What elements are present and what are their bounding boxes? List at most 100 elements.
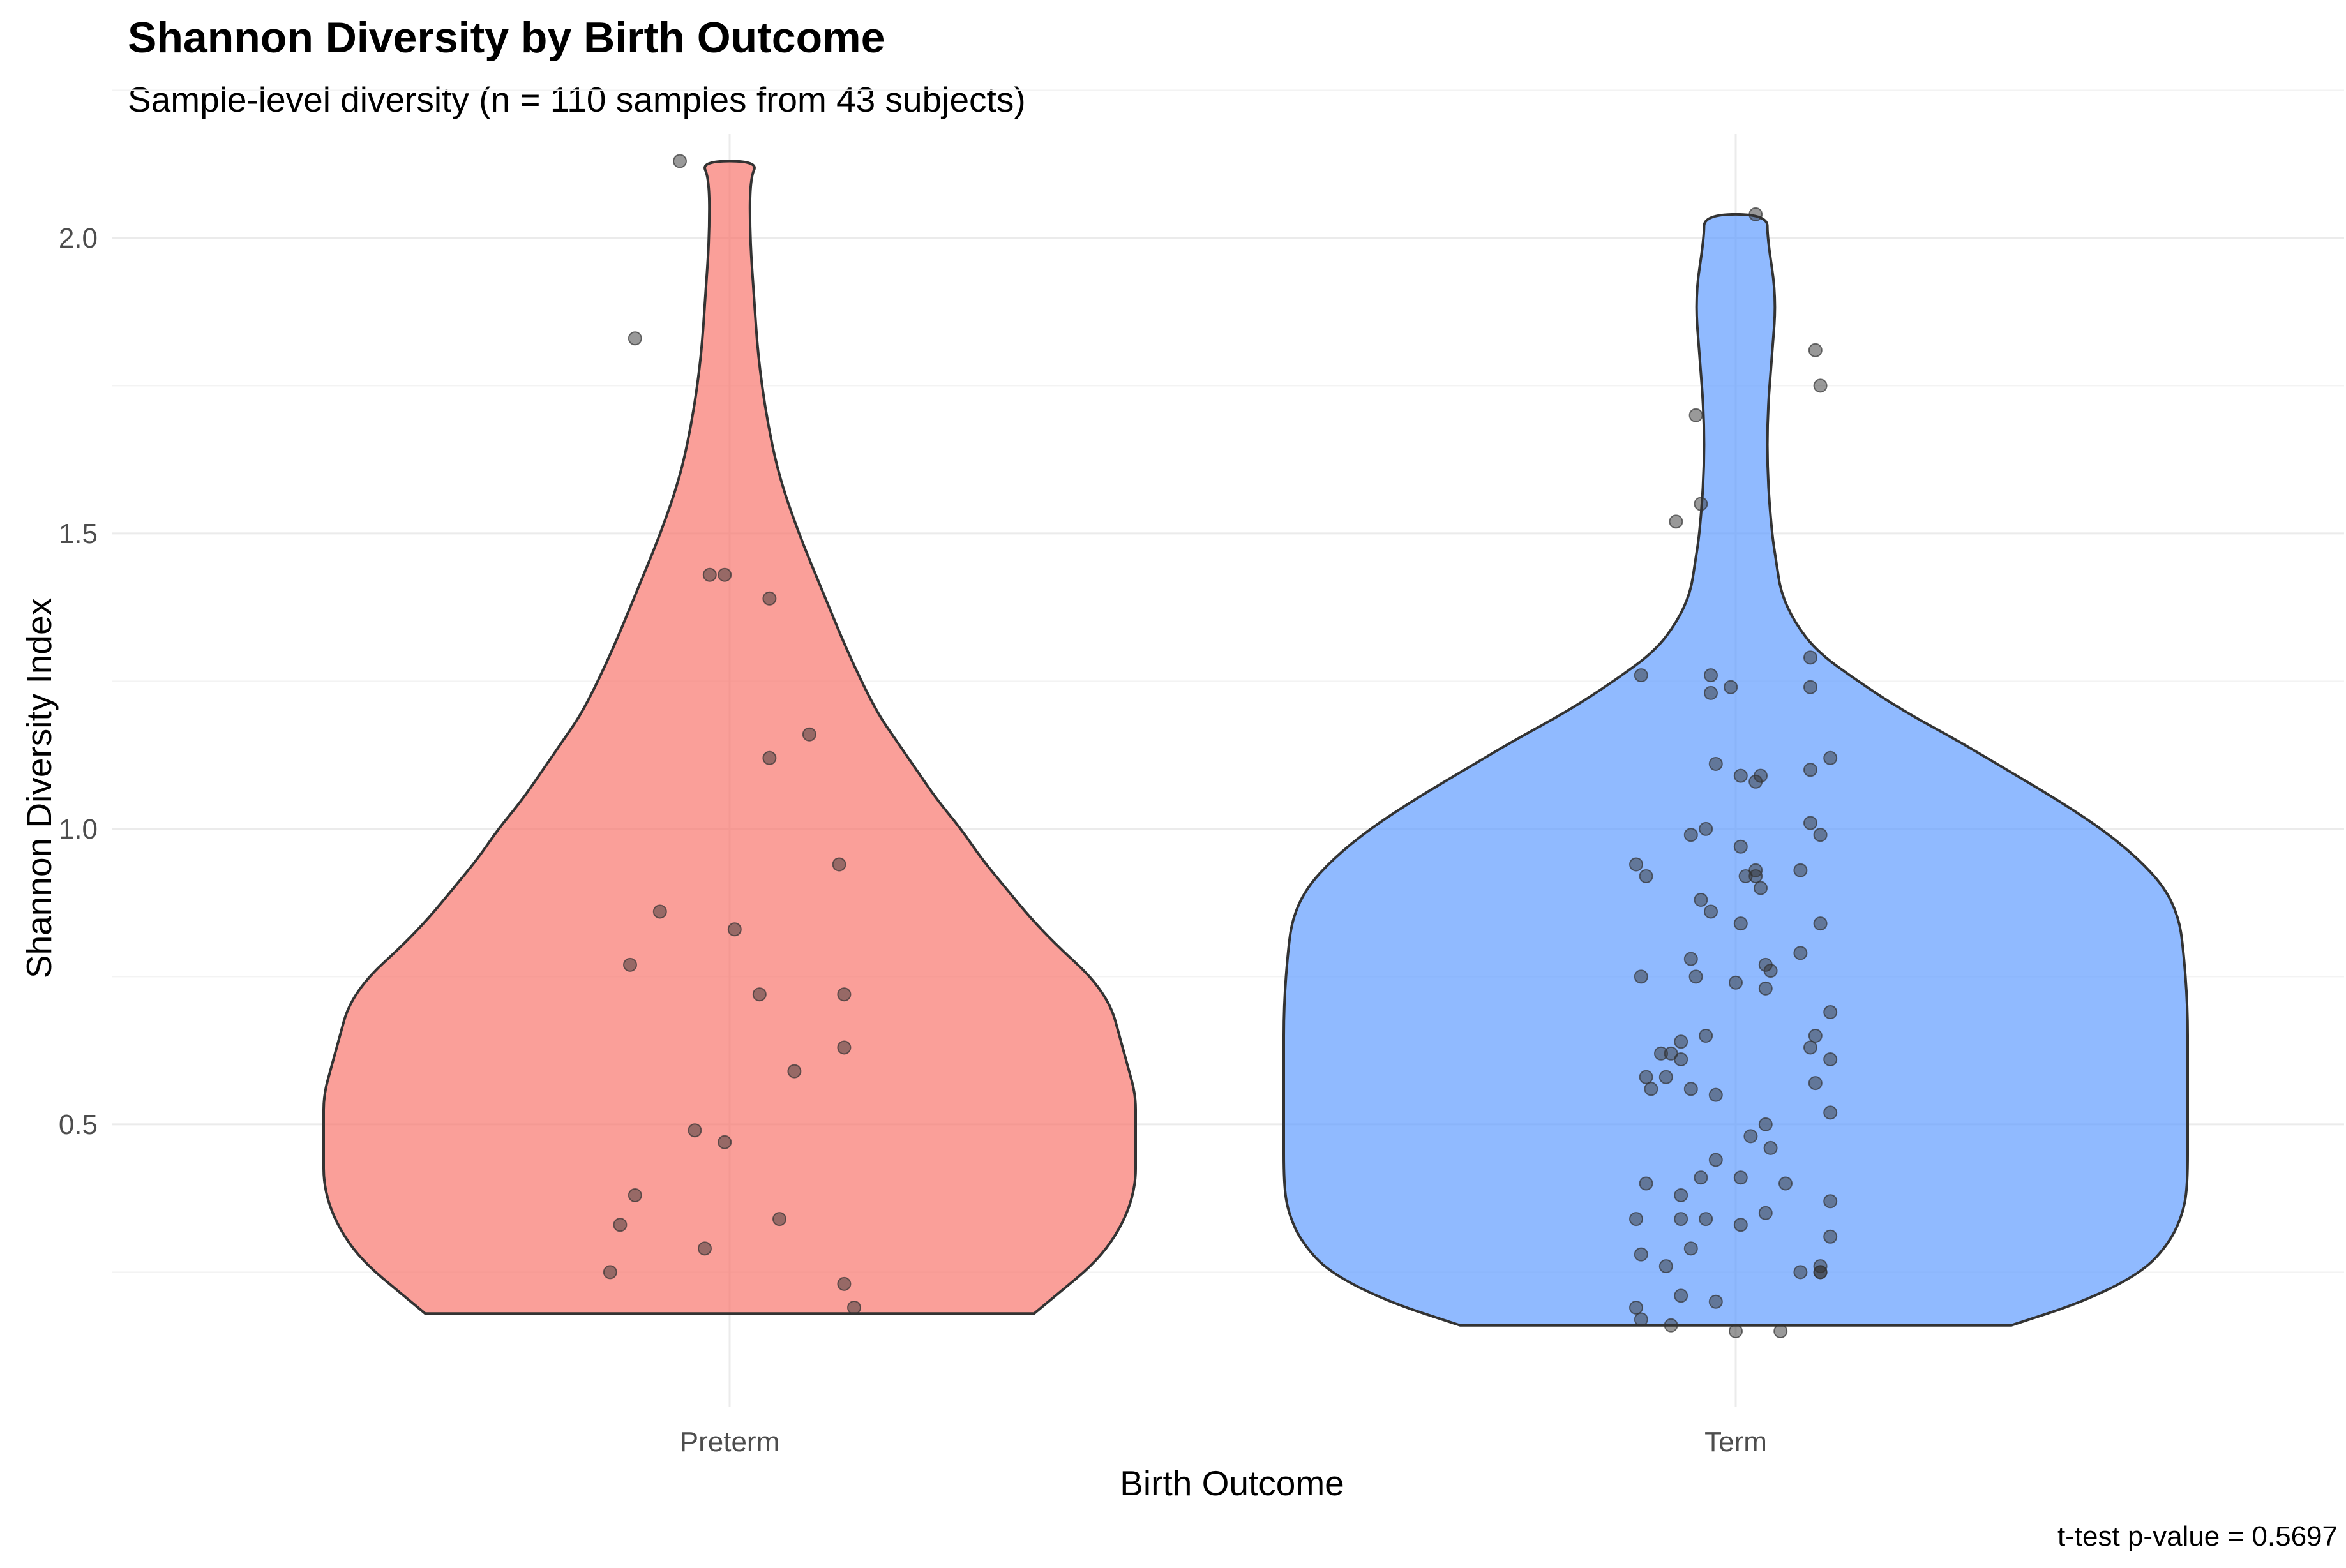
point-preterm [802, 727, 816, 742]
point-preterm [837, 987, 852, 1002]
point-term [1803, 1040, 1817, 1055]
point-term [1683, 952, 1698, 966]
point-term [1639, 1070, 1653, 1084]
point-term [1708, 1153, 1723, 1167]
point-term [1758, 1117, 1773, 1131]
violins [322, 160, 2190, 1327]
point-term [1823, 750, 1838, 765]
violin-term [1282, 213, 2190, 1327]
point-term [1823, 1005, 1838, 1019]
chart-title: Shannon Diversity by Birth Outcome [128, 13, 885, 62]
point-term [1634, 668, 1648, 683]
point-term [1748, 207, 1763, 221]
p-value-caption: t-test p-value = 0.5697 [2057, 1521, 2338, 1552]
point-term [1823, 1194, 1838, 1209]
point-preterm [837, 1276, 852, 1291]
point-term [1683, 828, 1698, 842]
x-axis-ticks: Preterm Term [680, 1426, 1767, 1458]
point-term [1808, 1029, 1823, 1043]
point-term [1778, 1176, 1793, 1191]
point-term [1793, 863, 1808, 877]
point-term [1683, 1082, 1698, 1096]
point-term [1699, 821, 1713, 836]
y-axis-ticks: 0.5 1.0 1.5 2.0 [59, 223, 98, 1140]
point-preterm [772, 1212, 786, 1227]
point-preterm [832, 857, 846, 872]
point-term [1763, 964, 1778, 978]
point-term [1694, 1170, 1708, 1185]
point-term [1813, 378, 1828, 393]
point-term [1823, 1052, 1838, 1066]
point-term [1813, 828, 1828, 842]
point-term [1639, 1176, 1653, 1191]
point-preterm [727, 922, 742, 937]
point-term [1754, 768, 1768, 783]
point-term [1629, 1212, 1643, 1227]
point-term [1699, 1029, 1713, 1043]
point-term [1658, 1259, 1673, 1274]
point-preterm [623, 957, 637, 972]
point-term [1704, 685, 1718, 700]
point-preterm [652, 904, 667, 919]
point-term [1793, 1265, 1808, 1280]
point-term [1773, 1324, 1788, 1338]
point-preterm [673, 154, 687, 168]
point-term [1639, 869, 1653, 883]
y-tick-label: 0.5 [59, 1109, 98, 1140]
point-preterm [628, 331, 642, 346]
point-preterm [847, 1301, 861, 1315]
point-term [1793, 946, 1808, 960]
point-preterm [603, 1265, 617, 1280]
violin-preterm [322, 160, 1138, 1315]
point-term [1803, 680, 1817, 694]
point-term [1708, 1294, 1723, 1309]
point-term [1813, 916, 1828, 931]
point-term [1629, 1301, 1643, 1315]
point-term [1644, 1082, 1658, 1096]
point-preterm [752, 987, 767, 1002]
point-preterm [787, 1064, 802, 1079]
point-term [1708, 1087, 1723, 1102]
chart-subtitle: Sample-level diversity (n = 110 samples … [128, 80, 1026, 119]
point-term [1634, 1247, 1648, 1262]
point-term [1803, 763, 1817, 777]
point-term [1654, 1046, 1668, 1061]
point-term [1669, 514, 1683, 529]
point-preterm [718, 1135, 732, 1149]
point-term [1729, 975, 1743, 990]
point-term [1658, 1070, 1673, 1084]
point-term [1694, 893, 1708, 907]
point-term [1674, 1188, 1688, 1202]
point-term [1758, 981, 1773, 996]
point-term [1763, 1140, 1778, 1155]
point-preterm [702, 567, 717, 582]
point-term [1704, 668, 1718, 683]
point-term [1733, 1170, 1748, 1185]
point-term [1754, 881, 1768, 895]
point-term [1634, 969, 1648, 984]
x-tick-label-term: Term [1704, 1426, 1767, 1458]
point-term [1758, 1206, 1773, 1220]
point-term [1808, 1076, 1823, 1091]
x-axis-title: Birth Outcome [1120, 1463, 1344, 1503]
point-preterm [837, 1040, 852, 1055]
point-term [1803, 650, 1817, 665]
point-term [1724, 680, 1738, 694]
y-tick-label: 1.0 [59, 814, 98, 845]
y-tick-label: 1.5 [59, 518, 98, 549]
point-term [1699, 1212, 1713, 1227]
point-term [1674, 1288, 1688, 1303]
point-term [1664, 1318, 1678, 1333]
point-term [1808, 343, 1823, 357]
y-axis-title: Shannon Diversity Index [19, 598, 59, 978]
point-term [1674, 1034, 1688, 1049]
point-term [1729, 1324, 1743, 1338]
point-preterm [628, 1188, 642, 1202]
point-term [1738, 869, 1753, 883]
point-term [1743, 1129, 1758, 1144]
point-term [1733, 839, 1748, 854]
point-term [1803, 816, 1817, 830]
data-points [603, 154, 1838, 1338]
point-preterm [718, 567, 732, 582]
